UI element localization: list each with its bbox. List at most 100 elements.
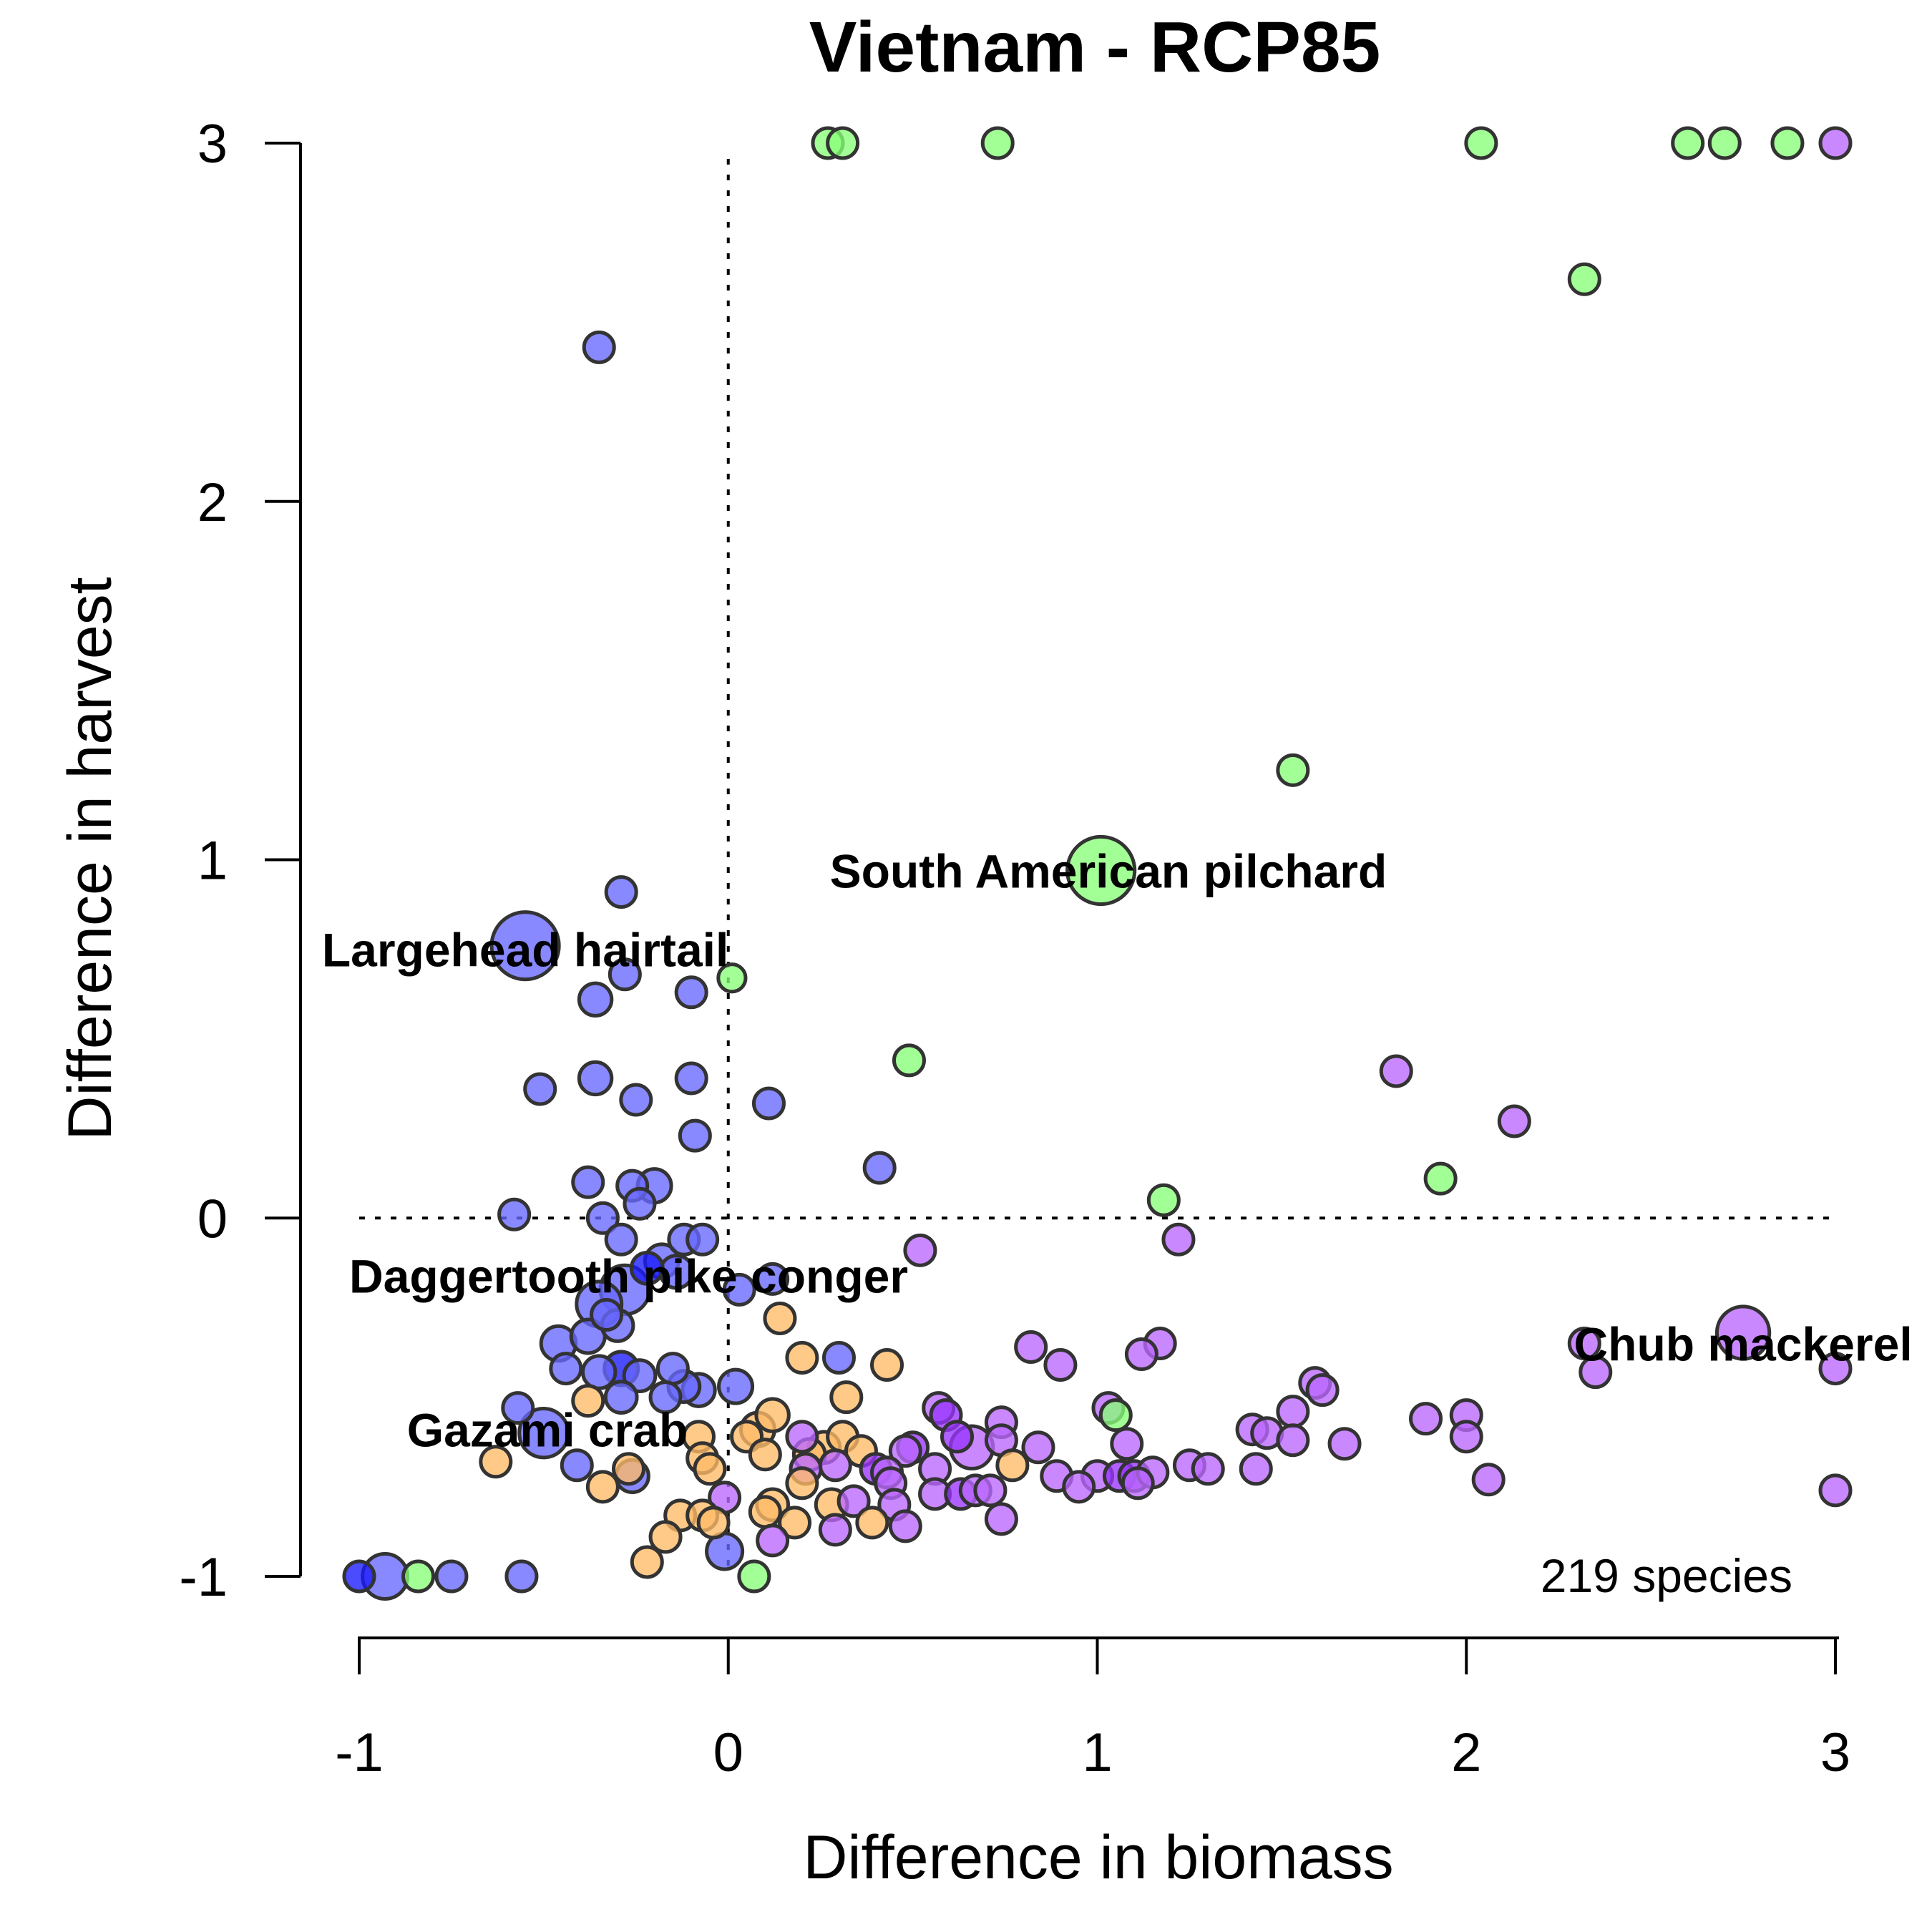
data-point (1567, 262, 1601, 296)
data-point (756, 1523, 790, 1558)
data-point (903, 1233, 937, 1267)
data-point (560, 1448, 594, 1483)
data-point (1043, 1348, 1078, 1382)
y-tick-label: 2 (197, 472, 228, 533)
data-point (577, 1060, 614, 1097)
data-point (980, 126, 1015, 160)
y-axis-ticks: -1 0 1 2 3 (179, 114, 301, 1608)
data-point (608, 957, 642, 992)
data-point (1770, 126, 1805, 160)
y-tick-label: -1 (179, 1547, 228, 1608)
data-point (434, 1559, 469, 1594)
data-point (1305, 1373, 1340, 1407)
data-point (489, 910, 561, 982)
data-point (716, 962, 748, 994)
data-point (785, 1420, 819, 1454)
data-point (686, 1222, 720, 1257)
x-tick-label: 2 (1451, 1722, 1481, 1783)
point-labels: Largehead hairtail South American pilchar… (322, 845, 1913, 1457)
data-point (1818, 126, 1853, 160)
data-point (826, 126, 860, 160)
data-point (604, 1222, 638, 1257)
data-point (577, 981, 614, 1018)
x-tick-label: 1 (1082, 1722, 1112, 1783)
data-point (603, 1380, 639, 1415)
data-point (1276, 1423, 1310, 1458)
data-point (1021, 1430, 1055, 1465)
data-point (674, 975, 708, 1010)
data-point (1065, 834, 1137, 907)
data-point (751, 1086, 786, 1121)
data-point (497, 1197, 532, 1231)
data-point (1818, 1352, 1853, 1386)
data-point (1146, 1183, 1181, 1217)
y-axis: -1 0 1 2 3 (179, 114, 302, 1608)
data-point (648, 1520, 683, 1554)
data-point (1707, 126, 1742, 160)
point-label: Largehead hairtail (322, 924, 729, 977)
data-point (1276, 753, 1310, 787)
data-point (1276, 1395, 1310, 1429)
data-point (696, 1506, 731, 1540)
data-points (342, 126, 1853, 1601)
y-tick-label: 3 (197, 114, 228, 175)
data-point (1449, 1420, 1483, 1454)
data-point (1014, 1330, 1048, 1365)
data-point (582, 330, 616, 364)
data-point (501, 1391, 535, 1425)
data-point (630, 1545, 664, 1579)
data-point (821, 1341, 856, 1375)
data-point (1327, 1427, 1362, 1461)
x-axis-title: Difference in biomass (803, 1823, 1393, 1892)
data-point (629, 1250, 665, 1286)
data-point (623, 1186, 657, 1221)
data-point (523, 1072, 557, 1106)
data-point (1110, 1427, 1144, 1461)
data-point (674, 1061, 708, 1096)
data-point (571, 1165, 605, 1199)
x-axis-ticks: -1 0 1 2 3 (335, 1638, 1850, 1783)
data-point (655, 1352, 690, 1386)
data-point (619, 1083, 653, 1117)
data-point (479, 1445, 513, 1479)
data-point (1818, 1473, 1853, 1508)
point-label: Chub mackerel (1574, 1318, 1912, 1371)
data-point (778, 1506, 812, 1540)
data-point (785, 1466, 819, 1501)
data-point (855, 1506, 889, 1540)
data-point (888, 1509, 922, 1543)
y-axis-title: Difference in harvest (56, 577, 125, 1140)
data-point (678, 1118, 712, 1153)
y-tick-label: 0 (197, 1189, 228, 1249)
x-tick-label: 3 (1820, 1722, 1850, 1783)
data-point (818, 1448, 852, 1483)
data-point (1191, 1452, 1225, 1486)
data-point (604, 875, 638, 909)
data-point (549, 1352, 583, 1386)
data-point (836, 1484, 871, 1518)
data-point (717, 1367, 755, 1405)
data-point (763, 1301, 797, 1335)
data-point (1423, 1161, 1458, 1196)
data-point (504, 1559, 539, 1594)
x-axis: -1 0 1 2 3 (335, 1636, 1850, 1783)
point-label: Gazami crab (407, 1404, 688, 1457)
data-point (984, 1502, 1018, 1536)
data-point (1567, 1327, 1601, 1361)
point-label: South American pilchard (830, 845, 1387, 898)
data-point (1121, 1466, 1155, 1501)
data-point (1714, 1304, 1772, 1361)
data-point (888, 1434, 922, 1468)
data-point (1098, 1398, 1133, 1433)
data-point (862, 1151, 897, 1185)
data-point (571, 1384, 605, 1418)
data-point (940, 1420, 975, 1454)
data-point (756, 1262, 790, 1296)
data-point (1671, 126, 1705, 160)
data-point (693, 1452, 727, 1486)
data-point (973, 1473, 1008, 1508)
data-point (1579, 1355, 1613, 1390)
y-tick-label: 1 (197, 831, 228, 892)
data-point (1497, 1104, 1531, 1138)
